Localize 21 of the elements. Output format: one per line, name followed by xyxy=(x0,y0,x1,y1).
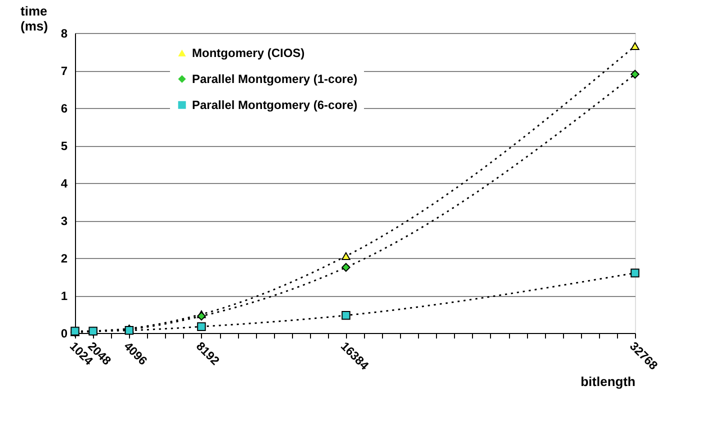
x-axis-title: bitlength xyxy=(580,374,636,389)
y-tick-label: 6 xyxy=(60,102,68,116)
point xyxy=(630,70,640,79)
y-tick-label: 4 xyxy=(60,176,68,190)
point xyxy=(630,268,640,278)
y-tick-label: 8 xyxy=(60,26,68,40)
y-axis-title: time (ms) xyxy=(20,4,48,34)
legend-label: Montgomery (CIOS) xyxy=(192,46,305,60)
y-tick-label: 2 xyxy=(60,252,68,266)
point xyxy=(342,263,350,272)
y-tick-label: 3 xyxy=(60,214,68,228)
legend-label: Parallel Montgomery (6-core) xyxy=(192,98,358,112)
y-tick-label: 1 xyxy=(60,289,68,303)
point xyxy=(630,42,640,50)
point xyxy=(197,322,206,331)
legend-label: Parallel Montgomery (1-core) xyxy=(192,72,358,86)
y-tick-label: 5 xyxy=(60,139,68,153)
point xyxy=(342,311,350,320)
y-tick-label: 0 xyxy=(60,326,68,340)
point xyxy=(342,252,350,260)
y-tick-label: 7 xyxy=(60,64,68,78)
